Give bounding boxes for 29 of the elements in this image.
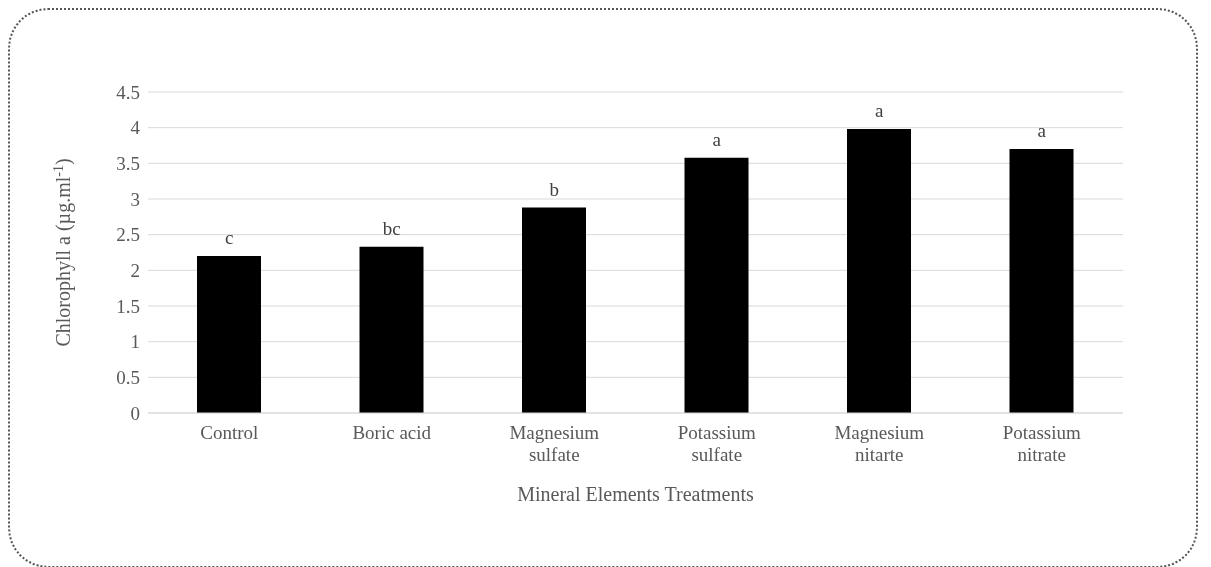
y-tick-label: 1.5 <box>116 295 140 317</box>
y-tick-label: 1 <box>130 331 140 353</box>
x-tick-label: Magnesium nitarte <box>834 422 925 465</box>
y-tick-label: 2 <box>130 260 140 282</box>
annotation: a <box>712 128 722 150</box>
y-tick-label: 4 <box>130 117 141 139</box>
y-tick-label: 0.5 <box>116 367 140 389</box>
bar <box>847 129 911 413</box>
annotation: a <box>1037 120 1047 142</box>
x-axis-title: Mineral Elements Treatments <box>517 483 755 505</box>
x-tick-label: Control <box>200 422 259 443</box>
annotation: b <box>549 178 559 200</box>
x-tick-label: Boric acid <box>352 422 432 443</box>
y-tick-label: 4.5 <box>116 81 140 103</box>
bar <box>522 207 586 413</box>
annotation: c <box>225 227 234 249</box>
bar <box>684 157 749 413</box>
x-tick-label: Magnesium sulfate <box>509 422 600 465</box>
y-tick-label: 0 <box>130 402 140 424</box>
bar <box>197 256 261 413</box>
y-tick-label: 2.5 <box>116 224 140 246</box>
x-tick-label: Potassium nitrate <box>1002 422 1082 465</box>
y-tick-label: 3.5 <box>116 153 140 175</box>
y-tick-label: 3 <box>130 188 140 210</box>
x-tick-label: Potassium sulfate <box>677 422 757 465</box>
bar <box>359 246 424 413</box>
bar <box>1009 149 1074 413</box>
annotation: a <box>875 100 885 122</box>
annotation: bc <box>382 217 401 239</box>
